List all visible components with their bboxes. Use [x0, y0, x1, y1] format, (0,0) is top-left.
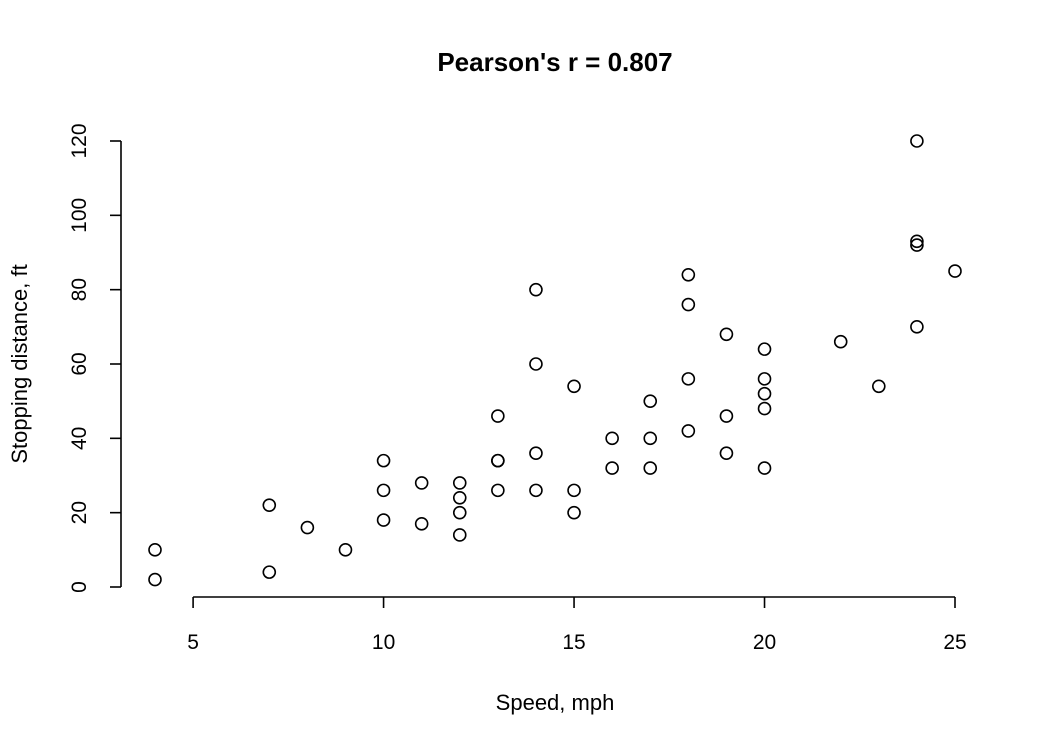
- data-point: [414, 517, 429, 531]
- data-point: [643, 431, 658, 446]
- x-axis: 5 10 15 20 25: [187, 596, 967, 654]
- y-axis-ticks: 0 20 40 60 80 100 120: [68, 123, 121, 593]
- x-tick-label: 10: [372, 631, 395, 654]
- x-tick-label: 15: [562, 631, 585, 654]
- data-point: [719, 446, 734, 461]
- data-point: [681, 297, 696, 312]
- data-point: [681, 424, 696, 438]
- data-point: [376, 513, 391, 527]
- x-tick-label: 25: [943, 631, 966, 654]
- data-point: [376, 483, 391, 498]
- data-point: [491, 453, 505, 468]
- y-tick-label: 80: [68, 278, 91, 301]
- x-tick-label: 5: [187, 631, 199, 654]
- data-point: [757, 386, 772, 401]
- x-axis-ticks: 5 10 15 20 25: [187, 597, 967, 654]
- data-points: [148, 134, 962, 587]
- data-point: [605, 461, 619, 475]
- data-point: [262, 498, 277, 513]
- data-point: [910, 238, 924, 252]
- y-tick-label: 40: [68, 427, 91, 450]
- x-tick-label: 20: [753, 631, 776, 654]
- y-axis: 0 20 40 60 80 100 120: [68, 123, 122, 593]
- data-point: [262, 565, 277, 579]
- data-point: [529, 446, 543, 461]
- data-point: [910, 320, 924, 334]
- data-point: [681, 267, 696, 282]
- data-point: [872, 379, 886, 394]
- data-point: [491, 409, 505, 423]
- data-point: [757, 372, 772, 386]
- data-point: [910, 234, 924, 249]
- y-tick-label: 100: [68, 198, 91, 233]
- data-point: [529, 357, 543, 371]
- y-axis-label: Stopping distance, ft: [7, 264, 32, 463]
- data-point: [452, 490, 467, 505]
- data-point: [719, 327, 734, 342]
- data-point: [452, 505, 467, 520]
- y-tick-label: 120: [68, 123, 91, 158]
- y-tick-label: 0: [68, 581, 91, 593]
- data-point: [833, 334, 848, 349]
- data-point: [338, 543, 353, 557]
- data-point: [643, 394, 658, 408]
- data-point: [452, 528, 467, 542]
- data-point: [719, 409, 734, 423]
- data-point: [148, 543, 162, 557]
- data-point: [376, 453, 391, 468]
- data-point: [757, 461, 772, 475]
- data-point: [300, 520, 315, 535]
- data-point: [948, 264, 962, 278]
- data-point: [148, 572, 162, 587]
- data-point: [757, 401, 772, 416]
- data-point: [452, 476, 467, 490]
- data-point: [567, 505, 581, 520]
- x-axis-label: Speed, mph: [496, 690, 615, 715]
- data-point: [414, 476, 429, 490]
- data-point: [567, 379, 581, 394]
- chart-title: Pearson's r = 0.807: [437, 47, 672, 77]
- y-tick-label: 20: [68, 501, 91, 524]
- data-point: [643, 461, 658, 475]
- data-point: [757, 342, 772, 356]
- data-point: [491, 483, 505, 498]
- data-point: [681, 372, 696, 386]
- data-point: [567, 483, 581, 498]
- data-point: [529, 483, 543, 498]
- data-point: [910, 134, 924, 148]
- data-point: [529, 282, 543, 297]
- data-point: [605, 431, 619, 446]
- y-tick-label: 60: [68, 352, 91, 375]
